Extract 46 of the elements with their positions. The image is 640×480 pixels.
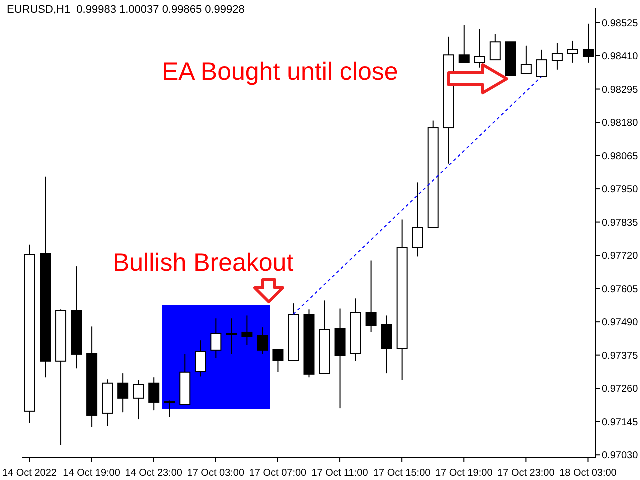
candlestick — [242, 315, 253, 346]
candlestick — [490, 34, 501, 61]
candlestick — [366, 260, 377, 333]
x-tick-label: 17 Oct 19:00 — [436, 468, 494, 479]
y-tick-label: 0.97260 — [602, 384, 639, 396]
y-tick-label: 0.98180 — [602, 118, 639, 130]
candlestick — [520, 45, 532, 74]
y-tick-label: 0.97605 — [602, 284, 639, 296]
y-tick-label: 0.98295 — [602, 84, 639, 96]
x-tick-label: 14 Oct 2022 — [2, 468, 58, 479]
y-tick-label: 0.98410 — [602, 52, 639, 63]
y-tick-label: 0.97375 — [602, 350, 639, 362]
x-tick-label: 17 Oct 11:00 — [312, 468, 369, 479]
candlestick — [257, 327, 268, 355]
y-tick-label: 0.97835 — [602, 218, 639, 229]
y-tick-label: 0.97950 — [602, 184, 639, 196]
annotation: EA Bought until close — [162, 58, 398, 87]
y-tick-label: 0.97720 — [602, 251, 639, 262]
candlestick — [133, 380, 144, 420]
candlestick — [148, 377, 160, 412]
y-tick-label: 0.97490 — [602, 318, 639, 329]
x-tick-label: 17 Oct 15:00 — [373, 468, 432, 479]
candlestick — [272, 349, 284, 373]
y-tick-label: 0.98525 — [602, 18, 639, 30]
candlestick — [164, 400, 176, 418]
candlestick — [195, 340, 206, 378]
chart-title: EURUSD,H1 0.99983 1.00037 0.99865 0.99928 — [7, 4, 245, 16]
candlestick — [536, 49, 548, 78]
candlestick — [210, 318, 222, 360]
y-tick-label: 0.97030 — [602, 450, 639, 462]
x-tick-label: 18 Oct 03:00 — [560, 468, 618, 479]
annotation: Bullish Breakout — [113, 249, 294, 278]
x-tick-label: 14 Oct 19:00 — [63, 468, 121, 479]
x-tick-label: 17 Oct 07:00 — [249, 468, 308, 479]
candlestick — [412, 182, 424, 258]
y-tick-label: 0.98065 — [602, 151, 639, 162]
candlestick — [474, 28, 486, 68]
candlestick — [567, 40, 578, 64]
x-tick-label: 17 Oct 23:00 — [498, 468, 556, 479]
x-tick-label: 17 Oct 03:00 — [187, 468, 245, 479]
candlestick — [226, 318, 238, 355]
candlestick — [458, 24, 470, 64]
x-tick-label: 14 Oct 23:00 — [125, 468, 183, 479]
candlestick — [552, 42, 563, 70]
candlestick — [118, 373, 129, 414]
y-tick-label: 0.97145 — [602, 417, 639, 428]
